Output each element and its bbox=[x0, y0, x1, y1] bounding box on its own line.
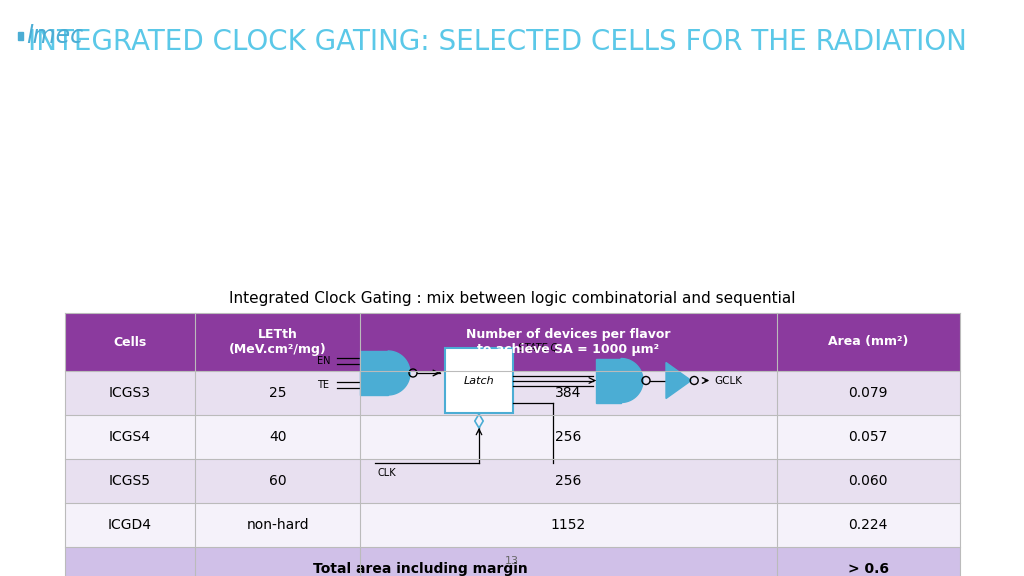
FancyBboxPatch shape bbox=[289, 317, 731, 494]
Polygon shape bbox=[596, 358, 621, 403]
Text: 0.057: 0.057 bbox=[849, 430, 888, 444]
Text: STATE Q: STATE Q bbox=[518, 343, 558, 353]
Text: Number of devices per flavor
to achieve SA = 1000 μm²: Number of devices per flavor to achieve … bbox=[466, 328, 671, 356]
Text: ICGS5: ICGS5 bbox=[109, 474, 151, 488]
Polygon shape bbox=[360, 351, 388, 395]
Text: non-hard: non-hard bbox=[246, 518, 309, 532]
Text: 0.224: 0.224 bbox=[849, 518, 888, 532]
FancyBboxPatch shape bbox=[65, 313, 961, 371]
Text: ICGS4: ICGS4 bbox=[109, 430, 151, 444]
Text: GCLK: GCLK bbox=[714, 376, 742, 385]
Polygon shape bbox=[388, 351, 410, 395]
Text: 0.060: 0.060 bbox=[849, 474, 888, 488]
Polygon shape bbox=[621, 358, 643, 403]
FancyBboxPatch shape bbox=[65, 415, 961, 459]
Text: Latch: Latch bbox=[464, 376, 495, 385]
FancyBboxPatch shape bbox=[65, 371, 961, 415]
Text: > 0.6: > 0.6 bbox=[848, 562, 889, 576]
Bar bbox=[18, 32, 23, 40]
FancyBboxPatch shape bbox=[65, 503, 961, 547]
Text: ICGD4: ICGD4 bbox=[108, 518, 152, 532]
Text: 25: 25 bbox=[269, 386, 287, 400]
Text: ICGS3: ICGS3 bbox=[109, 386, 151, 400]
Text: Area (mm²): Area (mm²) bbox=[828, 335, 908, 348]
Polygon shape bbox=[666, 362, 691, 399]
Text: Total area including margin: Total area including margin bbox=[313, 562, 528, 576]
Text: Integrated Clock Gating : mix between logic combinatorial and sequential: Integrated Clock Gating : mix between lo… bbox=[228, 290, 796, 305]
Text: LETth
(MeV.cm²/mg): LETth (MeV.cm²/mg) bbox=[228, 328, 327, 356]
FancyBboxPatch shape bbox=[65, 459, 961, 503]
Text: 40: 40 bbox=[269, 430, 287, 444]
Text: TE: TE bbox=[317, 380, 329, 390]
Text: 256: 256 bbox=[555, 474, 582, 488]
FancyBboxPatch shape bbox=[445, 348, 513, 413]
Text: INTEGRATED CLOCK GATING: SELECTED CELLS FOR THE RADIATION: INTEGRATED CLOCK GATING: SELECTED CELLS … bbox=[28, 28, 967, 56]
Text: EN: EN bbox=[317, 356, 331, 366]
Text: 0.079: 0.079 bbox=[849, 386, 888, 400]
Text: lmec: lmec bbox=[26, 24, 83, 48]
Text: 384: 384 bbox=[555, 386, 582, 400]
Text: CLK: CLK bbox=[377, 468, 395, 478]
Text: 256: 256 bbox=[555, 430, 582, 444]
FancyBboxPatch shape bbox=[65, 547, 961, 576]
Text: 60: 60 bbox=[268, 474, 287, 488]
Text: 1152: 1152 bbox=[551, 518, 586, 532]
Text: Cells: Cells bbox=[114, 335, 146, 348]
Text: 13: 13 bbox=[505, 556, 519, 566]
